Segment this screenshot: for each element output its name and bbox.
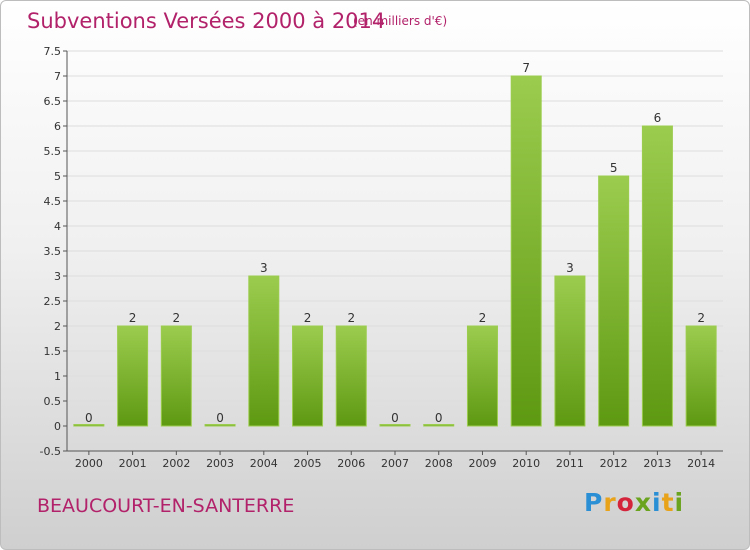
x-category-label: 2007 xyxy=(381,457,409,470)
x-category-label: 2005 xyxy=(294,457,322,470)
bar-value-label: 6 xyxy=(654,111,662,125)
y-tick-label: 5.5 xyxy=(44,145,62,158)
x-category-label: 2014 xyxy=(687,457,715,470)
y-tick-label: 6.5 xyxy=(44,95,62,108)
x-category-label: 2012 xyxy=(600,457,628,470)
x-category-label: 2008 xyxy=(425,457,453,470)
y-tick-label: 0.5 xyxy=(44,395,62,408)
bar-value-label: 2 xyxy=(173,311,181,325)
bar-value-label: 3 xyxy=(566,261,574,275)
bar xyxy=(379,424,411,427)
y-tick-label: 0 xyxy=(54,420,61,433)
logo-letter: r xyxy=(603,488,617,517)
logo-letter: t xyxy=(661,488,675,517)
bar xyxy=(510,75,542,427)
x-category-label: 2011 xyxy=(556,457,584,470)
y-tick-label: 7.5 xyxy=(44,45,62,58)
bar-value-label: 2 xyxy=(479,311,487,325)
y-tick-label: 4 xyxy=(54,220,61,233)
chart-unit: (en milliers d'€) xyxy=(353,14,448,28)
x-category-label: 2000 xyxy=(75,457,103,470)
bar-value-label: 3 xyxy=(260,261,268,275)
y-tick-label: 7 xyxy=(54,70,61,83)
bar-value-label: 5 xyxy=(610,161,618,175)
chart-title: Subventions Versées 2000 à 2014 xyxy=(27,9,386,33)
bar xyxy=(292,325,324,427)
bar xyxy=(335,325,367,427)
y-tick-label: 2 xyxy=(54,320,61,333)
bar-value-label: 2 xyxy=(304,311,312,325)
bar xyxy=(554,275,586,427)
bar xyxy=(248,275,280,427)
bar-value-label: 2 xyxy=(347,311,355,325)
bar-value-label: 2 xyxy=(129,311,137,325)
y-tick-label: 3 xyxy=(54,270,61,283)
bar xyxy=(423,424,455,427)
bar-value-label: 2 xyxy=(697,311,705,325)
x-category-label: 2002 xyxy=(162,457,190,470)
proxiti-logo: Proxiti xyxy=(584,488,684,517)
y-tick-label: 5 xyxy=(54,170,61,183)
y-tick-label: -0.5 xyxy=(40,445,61,458)
x-category-label: 2006 xyxy=(337,457,365,470)
y-tick-label: 4.5 xyxy=(44,195,62,208)
x-category-label: 2009 xyxy=(468,457,496,470)
y-tick-label: 3.5 xyxy=(44,245,62,258)
bar-value-label: 0 xyxy=(216,411,224,425)
bar xyxy=(73,424,105,427)
x-category-label: 2010 xyxy=(512,457,540,470)
bar-value-label: 7 xyxy=(522,61,530,75)
bar xyxy=(685,325,717,427)
bar-value-label: 0 xyxy=(85,411,93,425)
logo-letter: o xyxy=(616,488,635,517)
x-category-label: 2001 xyxy=(119,457,147,470)
y-tick-label: 1 xyxy=(54,370,61,383)
x-category-label: 2003 xyxy=(206,457,234,470)
bar-value-label: 0 xyxy=(435,411,443,425)
bar-value-label: 0 xyxy=(391,411,399,425)
logo-letter: i xyxy=(674,488,685,517)
commune-name: BEAUCOURT-EN-SANTERRE xyxy=(37,495,295,517)
x-category-label: 2013 xyxy=(643,457,671,470)
y-tick-label: 2.5 xyxy=(44,295,62,308)
logo-letter: x xyxy=(634,488,652,517)
bar xyxy=(204,424,236,427)
bar xyxy=(641,125,673,427)
bar xyxy=(117,325,149,427)
y-tick-label: 1.5 xyxy=(44,345,62,358)
logo-letter: i xyxy=(652,488,662,517)
x-category-label: 2004 xyxy=(250,457,278,470)
bar xyxy=(466,325,498,427)
bar xyxy=(598,175,630,427)
y-tick-label: 6 xyxy=(54,120,61,133)
bar xyxy=(160,325,192,427)
logo-letter: P xyxy=(584,488,604,517)
